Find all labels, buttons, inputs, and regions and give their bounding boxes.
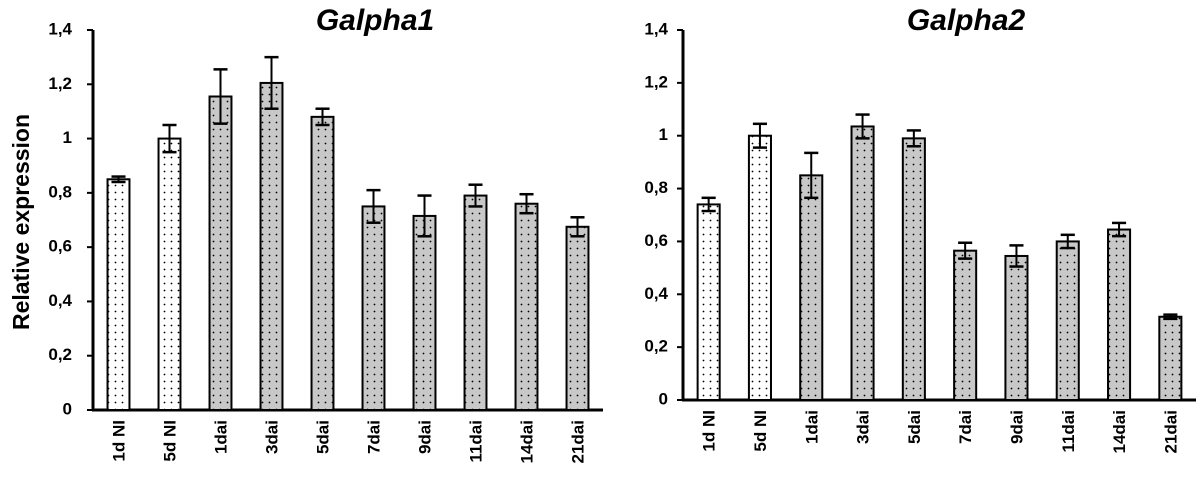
bar xyxy=(1158,315,1183,401)
x-tick-label: 5dai xyxy=(905,410,924,444)
x-tick-label: 5d NI xyxy=(751,410,770,452)
bar xyxy=(310,115,335,411)
y-tick-label: 0 xyxy=(63,399,72,418)
x-tick-label: 5dai xyxy=(314,420,333,454)
x-tick-label: 11dai xyxy=(467,420,486,463)
bar xyxy=(259,81,284,412)
y-tick-label: 0,2 xyxy=(644,337,668,356)
bar xyxy=(1107,228,1132,401)
bar xyxy=(412,214,437,411)
x-tick-label: 1dai xyxy=(802,410,821,444)
x-tick-label: 3dai xyxy=(854,410,873,444)
y-tick-label: 0,8 xyxy=(48,182,72,201)
y-tick-label: 1,4 xyxy=(644,19,668,38)
y-tick-label: 0,6 xyxy=(644,231,668,250)
x-tick-label: 1d NI xyxy=(700,410,719,452)
y-tick-label: 0,6 xyxy=(48,237,72,256)
y-tick-label: 1,2 xyxy=(48,74,72,93)
y-tick-label: 0,2 xyxy=(48,345,72,364)
chart-panel-1: Galpha1 Relative expression 0 0,2 0,4 0,6 0,8 1… xyxy=(8,4,603,463)
bar xyxy=(361,205,386,411)
x-tick-label: 7dai xyxy=(365,420,384,454)
x-tick-label: 14dai xyxy=(1110,410,1129,453)
bar xyxy=(514,202,539,411)
x-tick-label: 1d NI xyxy=(110,420,129,462)
bar xyxy=(1055,240,1080,401)
x-tick-label: 5d NI xyxy=(161,420,180,462)
x-tick-label: 7dai xyxy=(956,410,975,444)
bar xyxy=(106,178,131,411)
bar xyxy=(799,174,824,401)
x-tick-label: 21dai xyxy=(1161,410,1180,453)
y-tick-label: 0,4 xyxy=(644,284,668,303)
bar xyxy=(696,203,721,401)
chart-title: Galpha2 xyxy=(907,4,1026,37)
y-tick-label: 0,8 xyxy=(644,178,668,197)
y-tick-label: 1 xyxy=(63,128,72,147)
y-tick-label: 0 xyxy=(659,389,668,408)
y-tick-label: 1,4 xyxy=(48,19,72,38)
x-tick-label: 1dai xyxy=(212,420,231,454)
y-tick-label: 1 xyxy=(659,125,668,144)
bar xyxy=(953,249,978,401)
y-axis-label: Relative expression xyxy=(8,114,34,330)
y-tick-label: 1,2 xyxy=(644,72,668,91)
bar xyxy=(463,194,488,411)
bar xyxy=(901,137,926,401)
x-tick-label: 21dai xyxy=(569,420,588,463)
chart-panel-2: Galpha2 0 0,2 0,4 0,6 0,8 1 1,2 1,4 1d NI 5d NI 1da… xyxy=(644,4,1196,453)
bar xyxy=(565,225,590,411)
x-tick-label: 3dai xyxy=(263,420,282,454)
bar xyxy=(1004,254,1029,401)
x-tick-label: 14dai xyxy=(518,420,537,463)
bar xyxy=(850,125,875,401)
bar xyxy=(157,137,182,411)
bar xyxy=(747,134,772,401)
y-tick-label: 0,4 xyxy=(48,291,72,310)
bar xyxy=(208,95,233,411)
x-tick-label: 11dai xyxy=(1059,410,1078,453)
x-tick-label: 9dai xyxy=(1007,410,1026,444)
chart-title: Galpha1 xyxy=(316,4,434,37)
x-tick-label: 9dai xyxy=(416,420,435,454)
